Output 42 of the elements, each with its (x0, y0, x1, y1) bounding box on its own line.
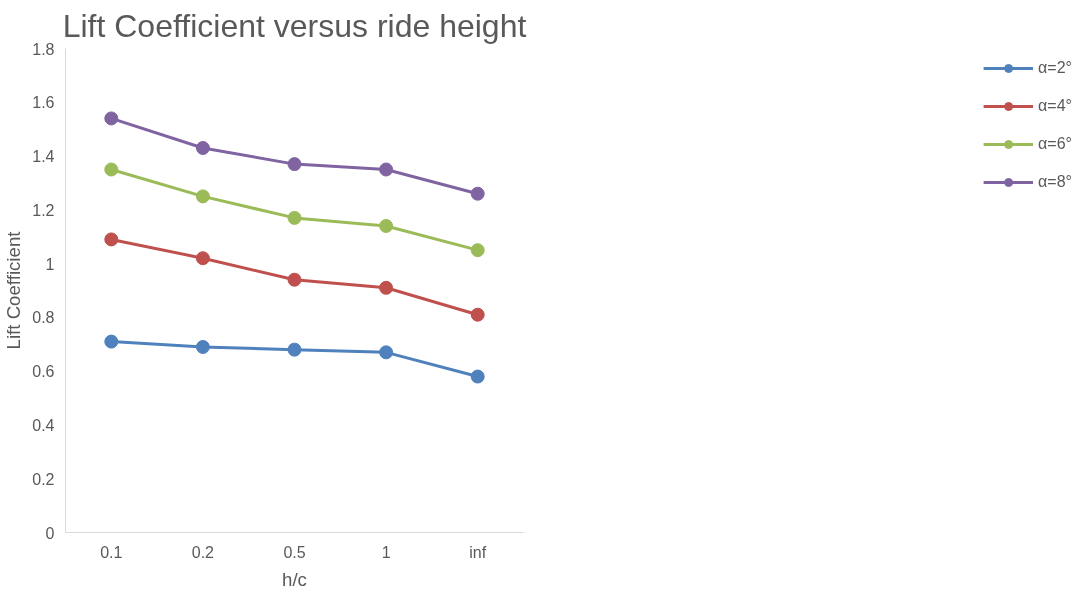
x-tick-label: 0.5 (283, 543, 306, 561)
point (195, 141, 210, 155)
point (104, 111, 119, 126)
point (379, 218, 394, 233)
x-tick-label: 0.2 (191, 543, 215, 561)
y-axis-title: Lift Coefficient (3, 230, 25, 350)
legend-label: α=8° (1038, 173, 1072, 191)
point (104, 232, 119, 247)
point (195, 189, 210, 204)
y-tick-label: 1.8 (32, 40, 55, 58)
point (287, 157, 302, 172)
y-tick-label: 0 (45, 524, 55, 542)
y-tick-label: 0.8 (32, 309, 55, 327)
point (287, 342, 302, 357)
y-tick-label: 1 (45, 255, 55, 273)
legend-label: α=6° (1038, 135, 1072, 153)
chart-title: Lift Coefficient versus ride height (62, 7, 527, 44)
y-tick-label: 0.6 (32, 363, 55, 381)
point (470, 369, 485, 384)
point (379, 162, 394, 177)
point (104, 162, 119, 177)
point (287, 210, 302, 225)
legend-label: α=2° (1038, 59, 1072, 77)
y-tick-label: 1.6 (32, 94, 55, 112)
point (195, 339, 210, 354)
y-tick-label: 1.2 (32, 201, 55, 219)
point (379, 280, 394, 295)
y-tick-label: 0.2 (32, 470, 55, 488)
point (470, 307, 485, 322)
x-tick-label: 0.1 (100, 543, 123, 561)
y-tick-label: 0.4 (32, 416, 55, 434)
y-tick-label: 1.4 (32, 148, 55, 166)
point (470, 186, 485, 201)
x-axis-title: h/c (282, 568, 307, 590)
point (104, 334, 119, 349)
point (287, 272, 302, 287)
point (379, 345, 394, 360)
point (470, 243, 485, 258)
legend-label: α=4° (1038, 97, 1072, 115)
x-tick-label: inf (469, 543, 487, 561)
x-tick-label: 1 (381, 543, 391, 561)
point (195, 251, 210, 266)
